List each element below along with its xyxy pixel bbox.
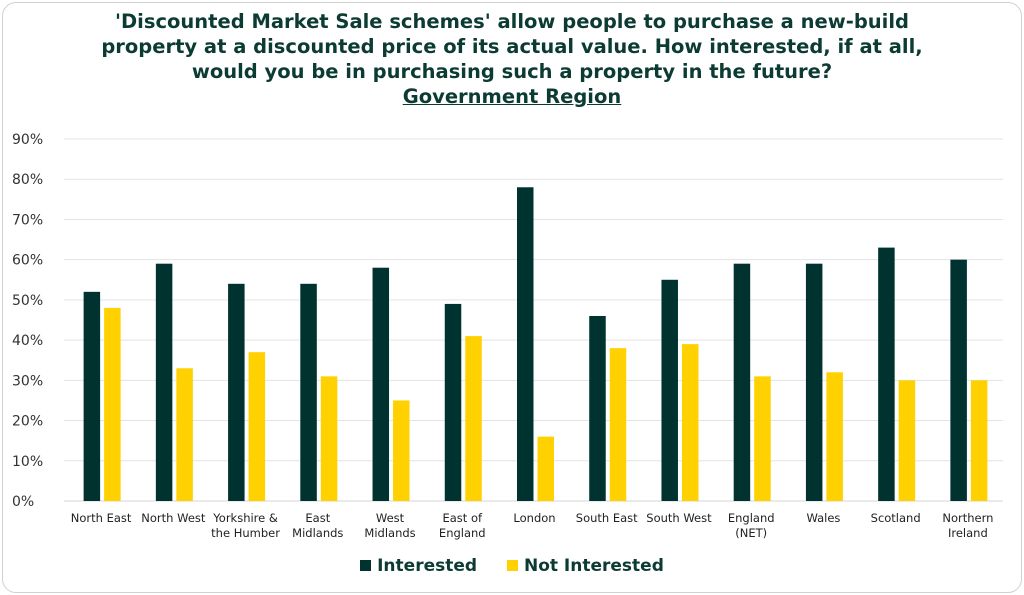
y-tick-label: 50% xyxy=(12,293,43,309)
y-tick-label: 70% xyxy=(12,212,43,228)
x-tick-label-line: North East xyxy=(71,511,132,525)
x-tick-label-line: Midlands xyxy=(292,526,343,540)
bar-interested xyxy=(228,283,245,501)
legend-label: Not Interested xyxy=(523,556,664,576)
y-tick-label: 0% xyxy=(12,494,34,510)
x-tick-label: England (NET) xyxy=(728,511,775,540)
legend-swatch xyxy=(360,560,372,571)
y-tick-label: 30% xyxy=(12,373,43,389)
y-tick-label: 60% xyxy=(12,253,43,269)
x-tick-label: London xyxy=(513,511,555,525)
bar-interested xyxy=(372,267,390,501)
bar-not-interested xyxy=(465,336,482,501)
x-tick-label: Wales xyxy=(806,511,840,525)
x-tick-label: South West xyxy=(646,511,712,525)
x-tick-label-line: London xyxy=(513,511,555,525)
bar-not-interested xyxy=(104,307,121,501)
legend-item-interested: Interested xyxy=(360,556,477,576)
bar-not-interested xyxy=(970,380,988,501)
x-tick-label-line: South East xyxy=(576,511,638,525)
bar-interested xyxy=(155,263,173,501)
title-line: would you be in purchasing such a proper… xyxy=(191,60,833,83)
y-tick-label: 20% xyxy=(12,414,43,430)
x-tick-label-line: Wales xyxy=(806,511,840,525)
x-tick-label-line: West xyxy=(376,511,405,525)
x-tick-label-line: England xyxy=(728,511,775,525)
x-tick-label: North West xyxy=(141,511,206,525)
x-tick-label-line: England xyxy=(439,526,486,540)
x-tick-label-line: Yorkshire & xyxy=(212,511,278,525)
bar-not-interested xyxy=(320,376,338,501)
chart-title: 'Discounted Market Sale schemes' allow p… xyxy=(0,9,1024,109)
bar-not-interested xyxy=(393,400,410,501)
bar-interested xyxy=(661,279,678,501)
x-tick-label: Scotland xyxy=(871,511,921,525)
bar-not-interested xyxy=(681,344,699,501)
x-tick-label-line: Midlands xyxy=(364,526,415,540)
bar-not-interested xyxy=(609,348,627,501)
x-tick-label-line: Ireland xyxy=(948,526,988,540)
title-line: property at a discounted price of its ac… xyxy=(101,35,923,58)
bar-not-interested xyxy=(826,372,843,501)
legend-item-not-interested: Not Interested xyxy=(506,556,664,576)
x-tick-label-line: the Humber xyxy=(211,526,280,540)
legend-label: Interested xyxy=(377,556,478,576)
bar-interested xyxy=(83,291,101,501)
x-tick-label: East Midlands xyxy=(292,511,343,540)
bar-interested xyxy=(300,283,317,501)
legend: Interested Not Interested xyxy=(0,556,1024,576)
chart-subtitle: Government Region xyxy=(402,85,622,108)
y-tick-label: 80% xyxy=(12,172,43,188)
x-tick-label: Yorkshire & the Humber xyxy=(211,511,280,540)
x-tick-label: West Midlands xyxy=(364,511,415,540)
x-tick-label: North East xyxy=(71,511,132,525)
legend-swatch xyxy=(506,560,518,571)
x-tick-label-line: North West xyxy=(141,511,206,525)
bar-interested xyxy=(805,263,823,501)
y-tick-label: 40% xyxy=(12,333,43,349)
bar-interested xyxy=(444,303,462,501)
bar-not-interested xyxy=(176,368,193,501)
x-tick-label: South East xyxy=(576,511,638,525)
y-tick-label: 10% xyxy=(12,454,43,470)
bar-interested xyxy=(878,247,895,501)
y-tick-label: 90% xyxy=(12,132,43,148)
x-tick-label: Northern Ireland xyxy=(942,511,993,540)
x-tick-label-line: Scotland xyxy=(871,511,921,525)
x-tick-label-line: East xyxy=(305,511,330,525)
x-tick-label: East of England xyxy=(439,511,486,540)
x-tick-label-line: East of xyxy=(442,511,483,525)
bar-interested xyxy=(517,187,534,501)
bar-interested xyxy=(589,315,606,501)
x-tick-label-line: Northern xyxy=(942,511,993,525)
bar-not-interested xyxy=(248,352,266,501)
x-tick-label-line: South West xyxy=(646,511,712,525)
bar-interested xyxy=(733,263,751,501)
x-tick-label-line: (NET) xyxy=(735,526,767,540)
bar-not-interested xyxy=(537,436,554,501)
bar-not-interested xyxy=(898,380,916,501)
title-line: 'Discounted Market Sale schemes' allow p… xyxy=(115,10,909,33)
bar-not-interested xyxy=(754,376,771,501)
bar-interested xyxy=(950,259,967,501)
